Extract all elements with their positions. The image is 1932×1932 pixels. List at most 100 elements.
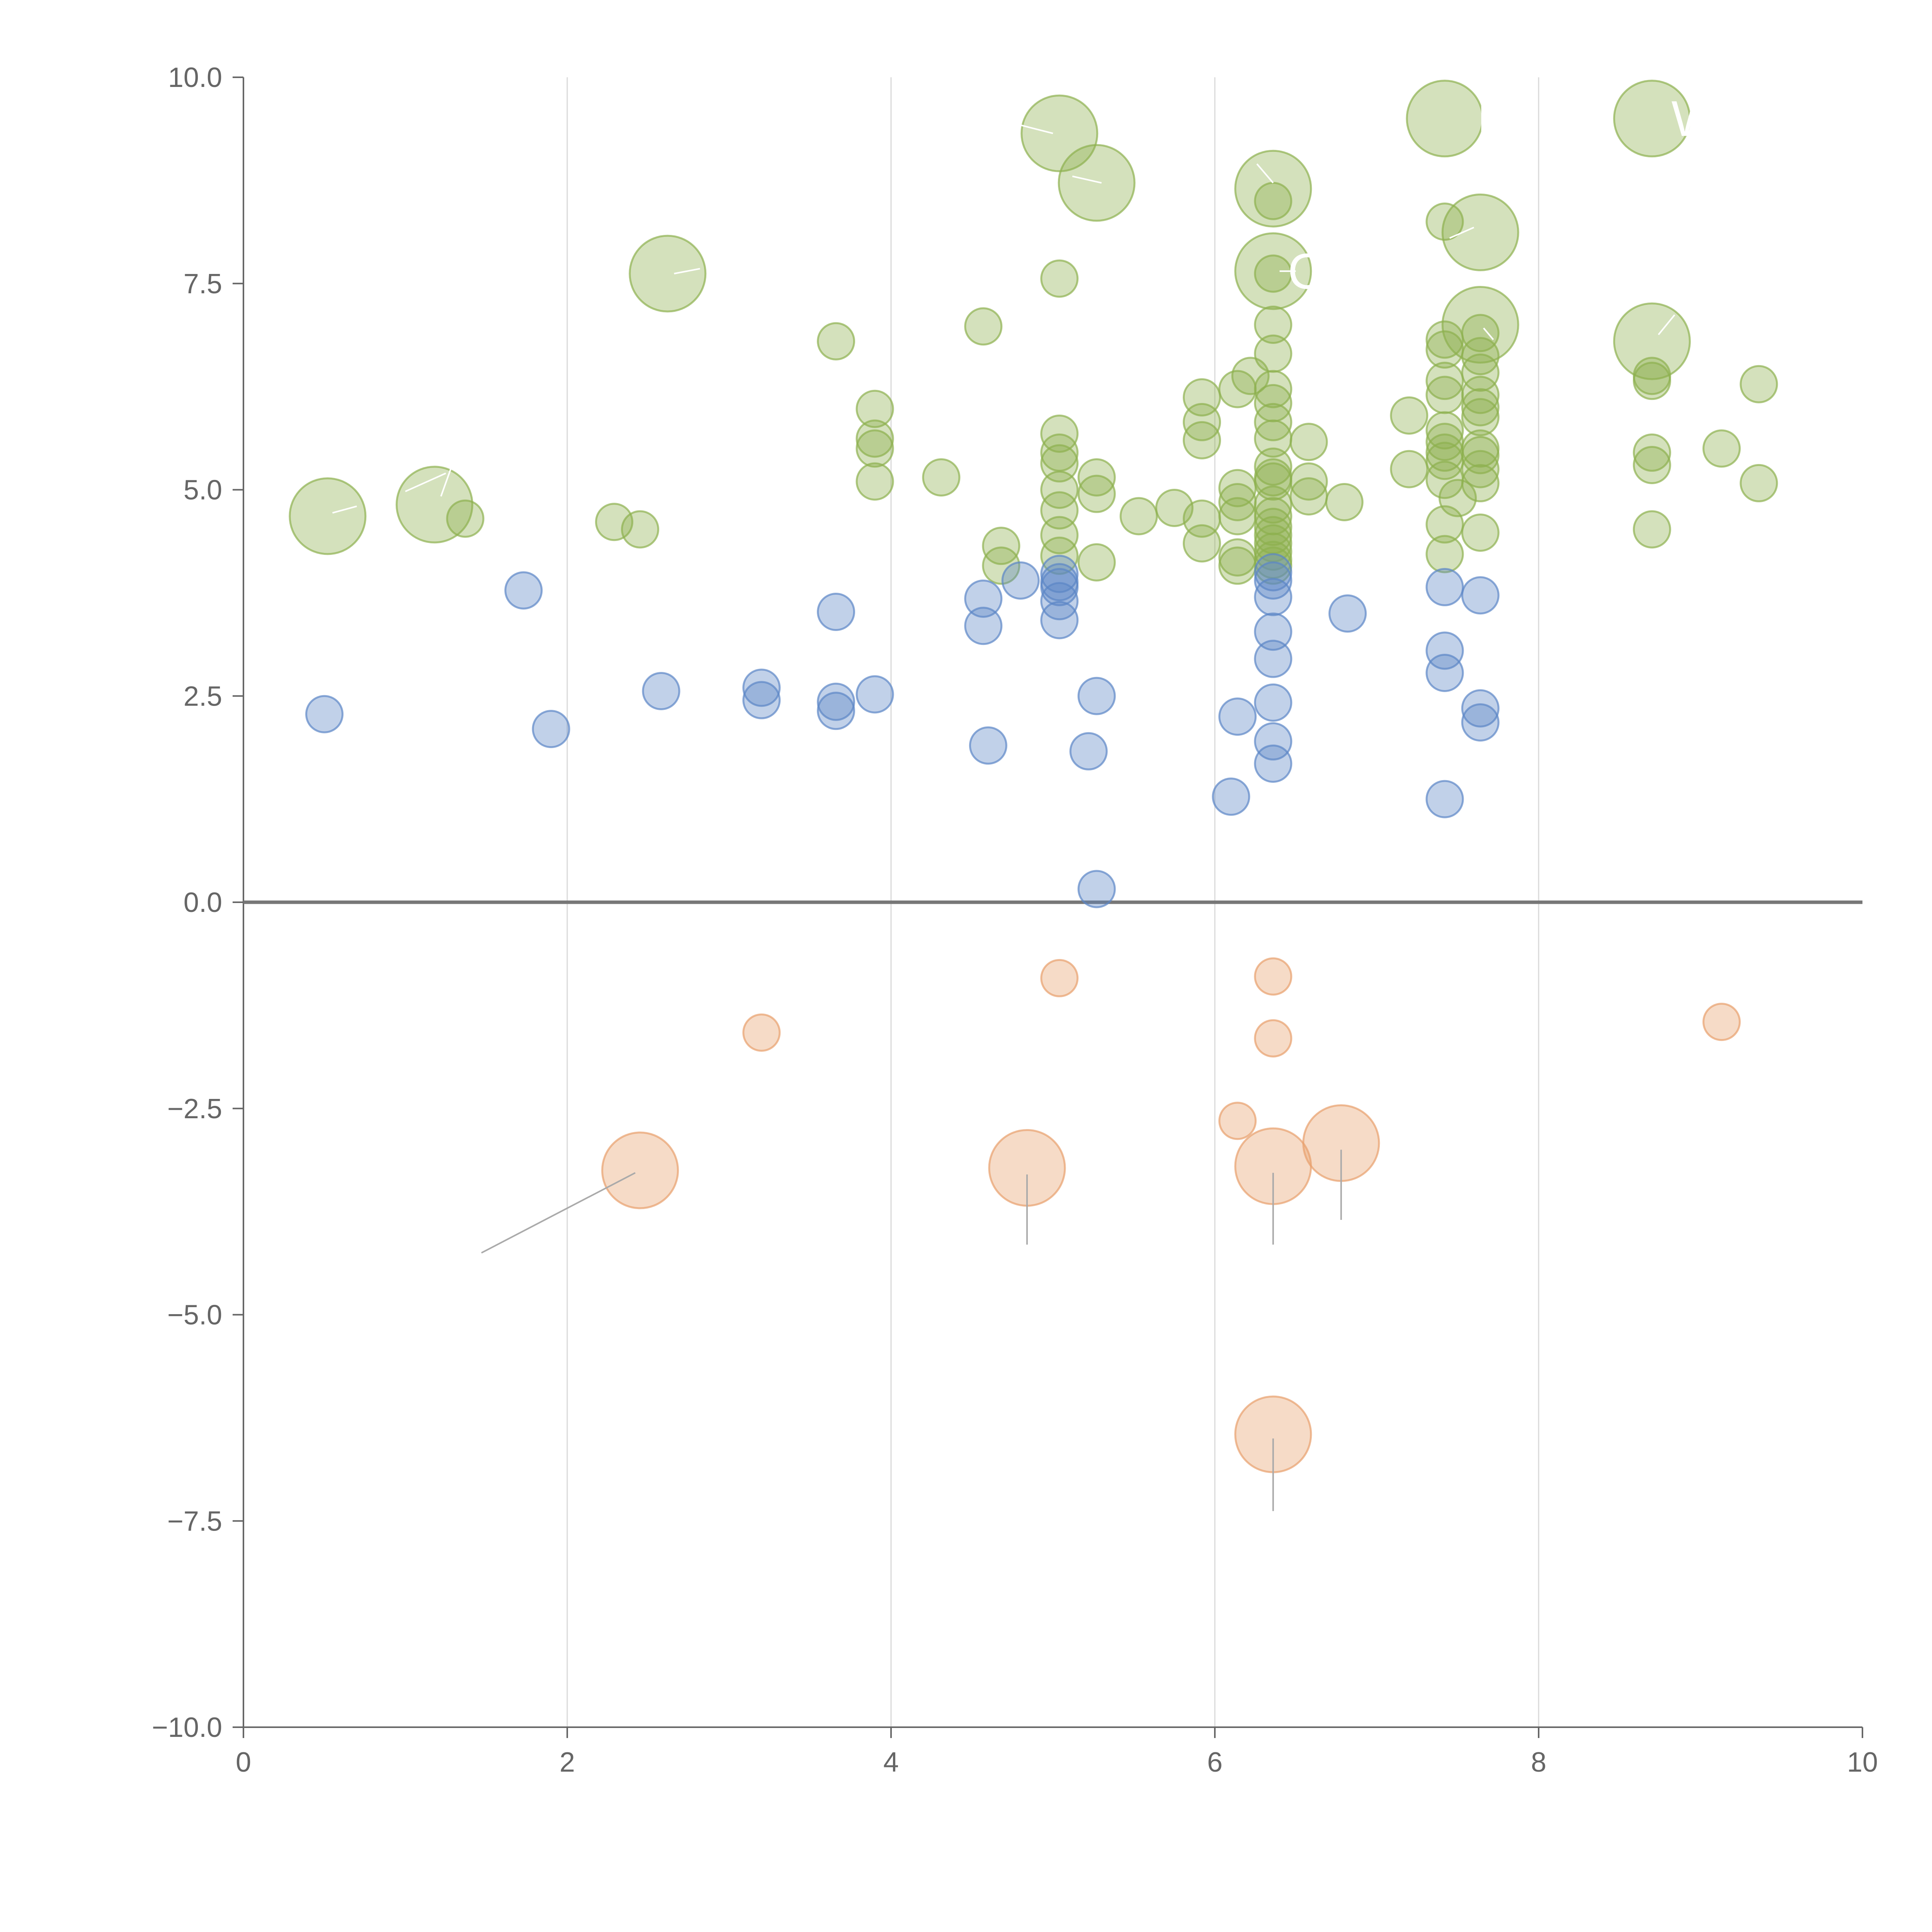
y-tick-label: 10.0 <box>168 62 222 93</box>
green-bubble <box>1461 376 1500 414</box>
green-bubble <box>1439 479 1477 517</box>
green-bubble <box>395 466 473 544</box>
y-tick-label: −7.5 <box>167 1506 222 1537</box>
blue-bubble <box>1461 576 1500 615</box>
blue-bubble <box>1218 697 1257 736</box>
blue-bubble <box>1040 554 1079 593</box>
green-bubble <box>446 499 485 538</box>
blue-bubble <box>1069 732 1108 770</box>
green-bubble <box>1461 464 1500 502</box>
blue-bubble <box>964 579 1003 618</box>
green-bubble <box>1461 450 1500 488</box>
blue-bubble <box>1461 689 1500 728</box>
leader-layer <box>332 124 1675 1511</box>
leader-line <box>332 505 357 514</box>
x-tick-label: 4 <box>883 1747 899 1778</box>
green-bubble <box>1633 510 1671 549</box>
blue-bubble <box>532 710 570 748</box>
green-bubble <box>1254 306 1293 344</box>
orange-bubble <box>742 1013 781 1052</box>
green-bubble <box>1077 458 1116 497</box>
blue-bubble <box>1040 568 1079 606</box>
green-bubble <box>1077 543 1116 582</box>
green-bubble <box>1254 334 1293 373</box>
green-bubble <box>1425 411 1464 450</box>
green-bubble <box>1040 471 1079 509</box>
leader-line <box>1072 175 1102 184</box>
green-bubble <box>1613 80 1691 158</box>
x-tick-label: 0 <box>236 1747 251 1778</box>
blue-bubble <box>817 592 855 631</box>
green-bubble <box>982 527 1020 565</box>
y-tick-label: 5.0 <box>184 475 222 506</box>
y-tick-label: 0.0 <box>184 887 222 918</box>
green-bubble <box>1254 254 1293 293</box>
bubble-label: N <box>1477 90 1514 147</box>
blue-bubble <box>1040 601 1079 639</box>
blue-bubble <box>742 668 781 707</box>
x-tick-label: 10 <box>1847 1747 1878 1778</box>
green-bubble <box>1461 514 1500 552</box>
green-bubble <box>1633 446 1671 484</box>
orange-bubble <box>1254 1019 1293 1058</box>
blue-bubble <box>1425 631 1464 670</box>
green-bubble <box>1702 429 1741 468</box>
blue-bubble <box>1001 561 1040 600</box>
blue-bubble <box>642 672 680 710</box>
green-bubble <box>1040 516 1079 554</box>
green-bubble <box>1234 150 1312 228</box>
green-bubble <box>621 510 660 549</box>
leader-line <box>1658 314 1675 335</box>
leader-line <box>1256 163 1274 184</box>
green-bubble <box>1254 532 1293 571</box>
green-bubble <box>1254 182 1293 220</box>
blue-bubble <box>1254 612 1293 651</box>
green-bubble <box>1740 365 1778 403</box>
x-tick-label: 2 <box>560 1747 575 1778</box>
blue-bubble <box>817 692 855 730</box>
green-bubble <box>1461 337 1500 376</box>
axis-layer: 10.0 7.5 5.0 2.5 0.0 −2.5 −5.0 −7.5 −10.0 0 2 4 6 8 10 <box>152 62 1878 1778</box>
blue-bubble <box>1077 677 1116 715</box>
x-tick-label: 8 <box>1531 1747 1546 1778</box>
green-bubble <box>289 477 367 555</box>
leader-line <box>674 268 700 275</box>
blue-bubble <box>1254 722 1293 761</box>
green-bubble <box>1218 497 1257 536</box>
green-bubble <box>1289 423 1328 461</box>
bubble-label: W <box>1672 90 1719 147</box>
blue-bubble <box>1328 594 1367 633</box>
green-bubble <box>1425 535 1464 573</box>
green-bubble <box>1077 474 1116 513</box>
green-bubble <box>855 462 894 501</box>
green-bubble <box>1461 388 1500 427</box>
green-bubble <box>1633 433 1671 472</box>
green-bubble <box>1461 436 1500 474</box>
green-bubble <box>1441 286 1519 364</box>
leader-line <box>1020 124 1053 134</box>
green-bubble <box>1254 403 1293 441</box>
green-bubble <box>1020 94 1099 172</box>
blue-bubble <box>1425 780 1464 818</box>
y-tick-label: −2.5 <box>167 1094 222 1124</box>
blue-bubble <box>504 571 543 610</box>
blue-bubble <box>1254 639 1293 678</box>
green-bubble <box>1182 421 1221 459</box>
green-bubble <box>1425 376 1464 414</box>
green-bubble <box>1406 80 1484 158</box>
green-bubble <box>629 235 707 313</box>
orange-bubble <box>1254 957 1293 996</box>
leader-line <box>405 472 446 492</box>
x-tick-label: 6 <box>1207 1747 1223 1778</box>
green-bubble <box>1441 193 1519 271</box>
blue-bubble <box>1212 777 1250 816</box>
bubble-label: C <box>1288 243 1324 299</box>
leader-line <box>1449 226 1475 239</box>
green-bubble <box>855 429 894 468</box>
orange-bubble <box>1040 959 1079 997</box>
green-bubble <box>1613 302 1691 380</box>
green-bubble <box>1182 524 1221 563</box>
blue-bubble <box>1254 561 1293 600</box>
green-bubble <box>1234 232 1312 310</box>
